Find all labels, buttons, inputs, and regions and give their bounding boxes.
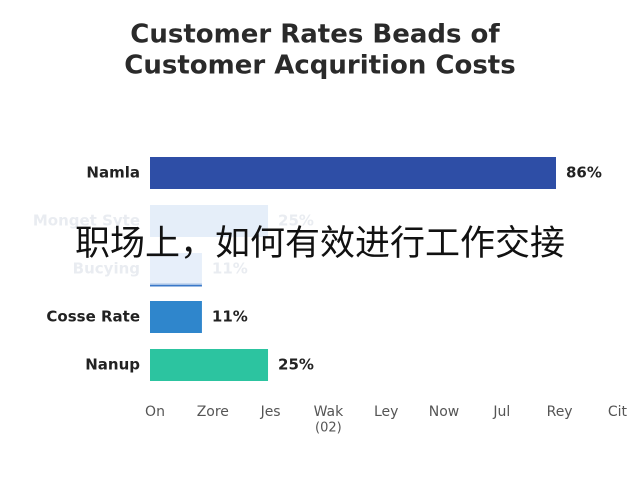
value-label: 25%	[278, 356, 314, 374]
x-tick-label: Ley	[374, 404, 398, 420]
x-tick-sublabel: (02)	[315, 421, 342, 436]
overlay-text: 职场上，如何有效进行工作交接	[75, 224, 565, 264]
x-tick-label: Rey	[547, 404, 573, 420]
x-tick-label: Zore	[197, 404, 229, 420]
overlay-band	[0, 203, 640, 285]
chart-title: Customer Rates Beads of	[130, 20, 500, 50]
value-label: 86%	[566, 164, 602, 182]
category-label: Namla	[86, 164, 140, 182]
category-label: Nanup	[85, 356, 140, 374]
x-tick-label: Jul	[492, 404, 510, 420]
bar	[150, 157, 556, 189]
value-label: 11%	[212, 308, 248, 326]
bar	[150, 349, 269, 381]
x-tick-label: Jes	[260, 404, 281, 420]
bar	[150, 301, 202, 333]
category-label: Cosse Rate	[46, 308, 140, 326]
x-tick-label: Wak	[314, 404, 345, 420]
chart-title: Customer Acqurition Costs	[124, 51, 515, 81]
x-tick-label: Cit	[608, 404, 628, 420]
x-tick-label: On	[145, 404, 165, 420]
x-tick-label: Now	[429, 404, 460, 420]
